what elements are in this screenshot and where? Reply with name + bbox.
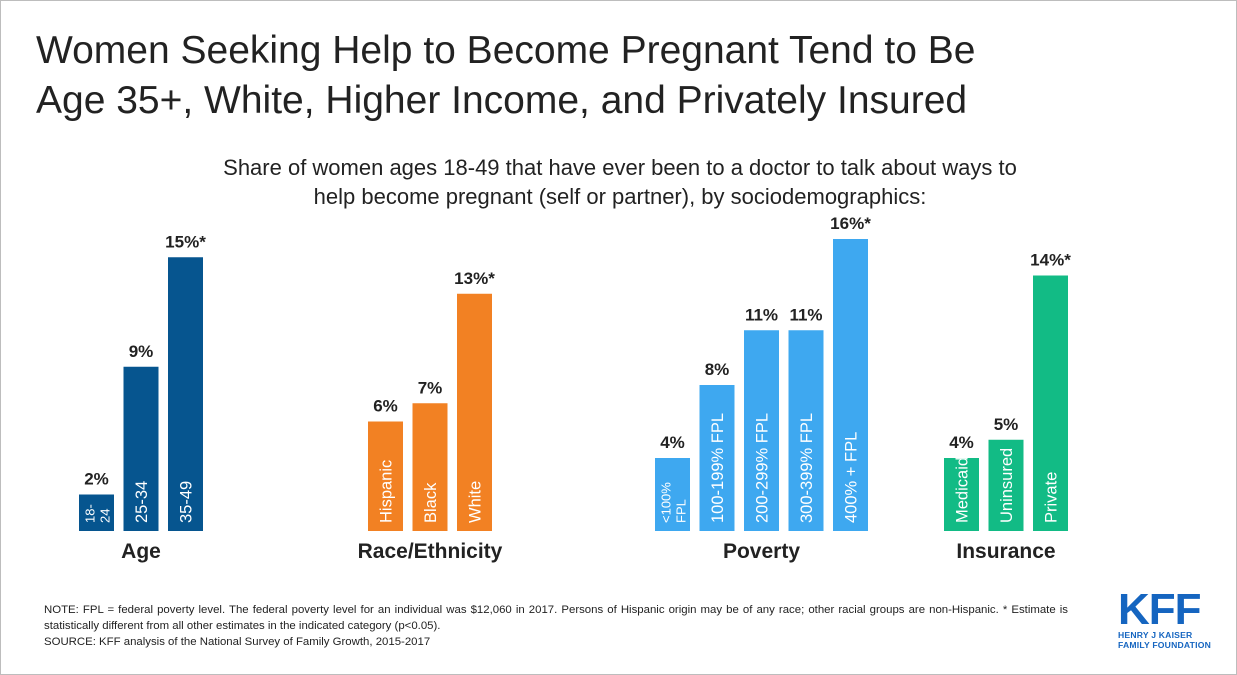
category-label: 35-49 xyxy=(178,481,196,523)
category-label: Private xyxy=(1043,472,1061,523)
subtitle-line-2: help become pregnant (self or partner), … xyxy=(313,184,927,209)
bar-chart: 2% 18-24 9% 25-34 15%* 35-49 Age 6% Hispanic 7% Bl… xyxy=(79,214,1071,563)
title-line-2: Age 35+, White, Higher Income, and Priva… xyxy=(36,79,968,122)
footnotes: NOTE: FPL = federal poverty level. The f… xyxy=(44,602,1068,650)
data-label: 7% xyxy=(418,378,443,397)
bar xyxy=(368,421,403,531)
category-label: Hispanic xyxy=(378,460,396,523)
data-label: 9% xyxy=(129,342,154,361)
category-label: <100%FPL xyxy=(659,482,689,523)
data-label: 16%* xyxy=(830,214,871,233)
category-label: 18-24 xyxy=(83,504,113,523)
bar xyxy=(412,403,448,531)
data-label: 11% xyxy=(789,305,822,324)
data-label: 4% xyxy=(949,433,974,452)
bar xyxy=(655,458,690,531)
group-label: Insurance xyxy=(956,540,1055,563)
bar xyxy=(79,494,114,531)
category-label: Medicaid xyxy=(954,457,972,523)
chart-title: Women Seeking Help to Become Pregnant Te… xyxy=(36,26,1156,126)
logo-line-1: HENRY J KAISER xyxy=(1118,630,1193,640)
data-label: 5% xyxy=(994,415,1019,434)
source-text: SOURCE: KFF analysis of the National Sur… xyxy=(44,636,431,648)
data-label: 6% xyxy=(373,397,398,416)
category-label-line: <100% xyxy=(659,482,674,523)
bar xyxy=(699,385,735,531)
data-label: 4% xyxy=(660,433,685,452)
bar xyxy=(833,239,868,531)
category-label: Black xyxy=(422,482,440,523)
bar xyxy=(1033,275,1068,531)
note-text: NOTE: FPL = federal poverty level. The f… xyxy=(44,604,1068,632)
data-label: 13%* xyxy=(454,269,495,288)
title-line-1: Women Seeking Help to Become Pregnant Te… xyxy=(36,29,976,72)
bar xyxy=(123,366,159,531)
category-label: 100-199% FPL xyxy=(709,413,727,523)
chart-subtitle: Share of women ages 18-49 that have ever… xyxy=(150,153,1090,211)
category-label: Uninsured xyxy=(998,448,1016,523)
category-label: 400% + FPL xyxy=(843,432,861,523)
logo-line-2: FAMILY FOUNDATION xyxy=(1118,640,1211,650)
category-label-line: 18- xyxy=(83,504,98,523)
bar xyxy=(168,257,203,531)
group-label: Race/Ethnicity xyxy=(358,540,503,563)
category-label-line: FPL xyxy=(674,499,689,523)
data-label: 2% xyxy=(84,470,109,489)
group-label: Age xyxy=(121,540,161,563)
bar xyxy=(744,330,779,531)
kff-logo: KFF HENRY J KAISER FAMILY FOUNDATION xyxy=(1118,585,1218,651)
data-label: 8% xyxy=(705,360,730,379)
bar xyxy=(944,458,979,531)
subtitle-line-1: Share of women ages 18-49 that have ever… xyxy=(223,155,1017,180)
category-label: White xyxy=(467,481,485,523)
category-label: 300-399% FPL xyxy=(798,413,816,523)
category-label: 200-299% FPL xyxy=(754,413,772,523)
bar xyxy=(988,439,1024,531)
data-label: 15%* xyxy=(165,232,206,251)
logo-mark: KFF xyxy=(1118,585,1202,634)
group-label: Poverty xyxy=(723,540,800,563)
data-label: 14%* xyxy=(1030,251,1071,270)
bar xyxy=(457,293,492,531)
bar xyxy=(788,330,824,531)
category-label: 25-34 xyxy=(133,481,151,523)
data-label: 11% xyxy=(745,305,778,324)
category-label-line: 24 xyxy=(98,509,113,523)
